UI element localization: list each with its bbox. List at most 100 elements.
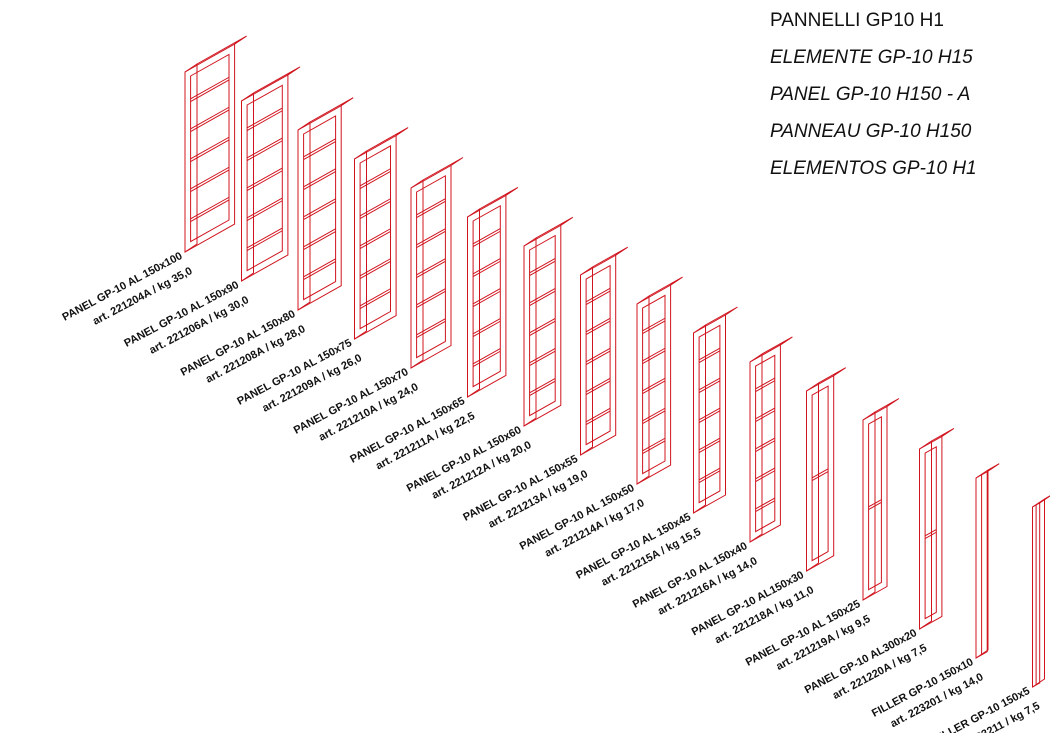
panel-inner bbox=[472, 204, 501, 388]
panel bbox=[862, 398, 900, 601]
panel-inner bbox=[868, 415, 882, 591]
panel bbox=[354, 127, 409, 340]
panel-front bbox=[523, 224, 562, 427]
panel-rail bbox=[585, 350, 611, 365]
panel-inner bbox=[924, 445, 937, 620]
panel-rail bbox=[529, 350, 556, 366]
panel-rail bbox=[246, 170, 283, 191]
panel-rail bbox=[585, 317, 611, 333]
panel bbox=[467, 186, 519, 398]
panel-inner bbox=[698, 324, 721, 504]
panel-rail bbox=[529, 290, 556, 306]
panel-inner bbox=[642, 294, 666, 475]
panel-rail bbox=[642, 440, 666, 454]
panel-rail bbox=[642, 410, 666, 424]
panel-rail bbox=[755, 377, 776, 390]
title: PANNELLI GP10 H1 bbox=[770, 10, 944, 31]
panel-back bbox=[1032, 495, 1050, 688]
panel-front bbox=[919, 435, 943, 630]
panel-rail bbox=[303, 228, 336, 248]
panel-rail bbox=[472, 318, 501, 335]
panel-rail bbox=[755, 380, 776, 392]
panel-rail bbox=[359, 231, 391, 249]
panel-rail bbox=[698, 410, 721, 423]
panel-rail bbox=[190, 196, 230, 220]
panel-edge bbox=[184, 63, 198, 73]
panel-rail bbox=[698, 470, 721, 483]
panel-rail bbox=[585, 410, 611, 425]
panel-rail bbox=[359, 168, 391, 187]
panel-rail bbox=[472, 258, 501, 275]
panel-front bbox=[410, 164, 452, 369]
panel-rail bbox=[868, 499, 882, 508]
panel-rail bbox=[359, 228, 391, 247]
panel bbox=[297, 97, 354, 311]
panel bbox=[693, 306, 738, 514]
panel-rail bbox=[303, 138, 336, 158]
panel-rail bbox=[190, 139, 230, 162]
panel-rail bbox=[924, 529, 937, 537]
panel-rail bbox=[811, 468, 829, 479]
panel-edge bbox=[523, 237, 537, 247]
panel-rail bbox=[642, 317, 666, 332]
panel bbox=[919, 427, 955, 630]
panel-rail bbox=[642, 377, 666, 392]
panel bbox=[410, 157, 464, 369]
panel-rail bbox=[698, 377, 721, 391]
panel-rail bbox=[585, 377, 611, 393]
panel-rail bbox=[303, 231, 336, 250]
panel-rail bbox=[359, 258, 391, 277]
panel-rail bbox=[529, 320, 556, 336]
panel-edge bbox=[410, 179, 424, 189]
panel-rail bbox=[416, 228, 446, 246]
panel-rail bbox=[190, 169, 230, 192]
panel-back bbox=[975, 463, 1000, 659]
panel-rail bbox=[472, 290, 501, 307]
panel bbox=[749, 336, 793, 543]
panel-rail bbox=[698, 350, 721, 363]
panel-front bbox=[297, 104, 342, 311]
panel-rail bbox=[529, 380, 556, 396]
panel-edge bbox=[580, 266, 593, 276]
panel-rail bbox=[246, 140, 283, 161]
panel-inner bbox=[416, 174, 446, 359]
panel-rail bbox=[359, 291, 391, 309]
panel-front bbox=[862, 405, 888, 601]
panel-rail bbox=[698, 440, 721, 453]
panel-front bbox=[693, 314, 726, 514]
panel-rail bbox=[642, 437, 666, 452]
panel-edge bbox=[297, 121, 311, 131]
panel-rail bbox=[416, 260, 446, 278]
panel-rail bbox=[246, 137, 283, 159]
panel-rail bbox=[416, 230, 446, 248]
panel-rail bbox=[585, 380, 611, 395]
panel-rail bbox=[755, 467, 776, 480]
panel-rail bbox=[190, 79, 230, 102]
panel-rail bbox=[585, 407, 611, 423]
panel bbox=[1032, 495, 1050, 688]
panel-rail bbox=[698, 437, 721, 451]
panel-rail bbox=[698, 407, 721, 421]
panel-inner bbox=[359, 145, 391, 330]
panel-rail bbox=[246, 200, 283, 221]
panel-rail bbox=[190, 166, 230, 190]
panel-rail bbox=[246, 230, 283, 251]
panel-front bbox=[467, 194, 507, 398]
panel bbox=[184, 35, 247, 253]
panel-rail bbox=[698, 380, 721, 393]
panel-rail bbox=[529, 258, 556, 274]
panel-rail bbox=[529, 288, 556, 304]
panel-rail bbox=[755, 440, 776, 452]
panel-rail bbox=[190, 199, 230, 222]
panel-rail bbox=[755, 497, 776, 510]
panel-front bbox=[184, 43, 236, 253]
panel-rail bbox=[303, 258, 336, 278]
panel-rail bbox=[642, 407, 666, 422]
panel-front bbox=[354, 134, 397, 340]
panel-edge bbox=[975, 469, 989, 479]
panel-inner bbox=[585, 264, 611, 446]
panel-front bbox=[975, 470, 988, 659]
panel-rail bbox=[416, 290, 446, 308]
panel-rail bbox=[585, 320, 611, 335]
panel bbox=[580, 246, 628, 456]
